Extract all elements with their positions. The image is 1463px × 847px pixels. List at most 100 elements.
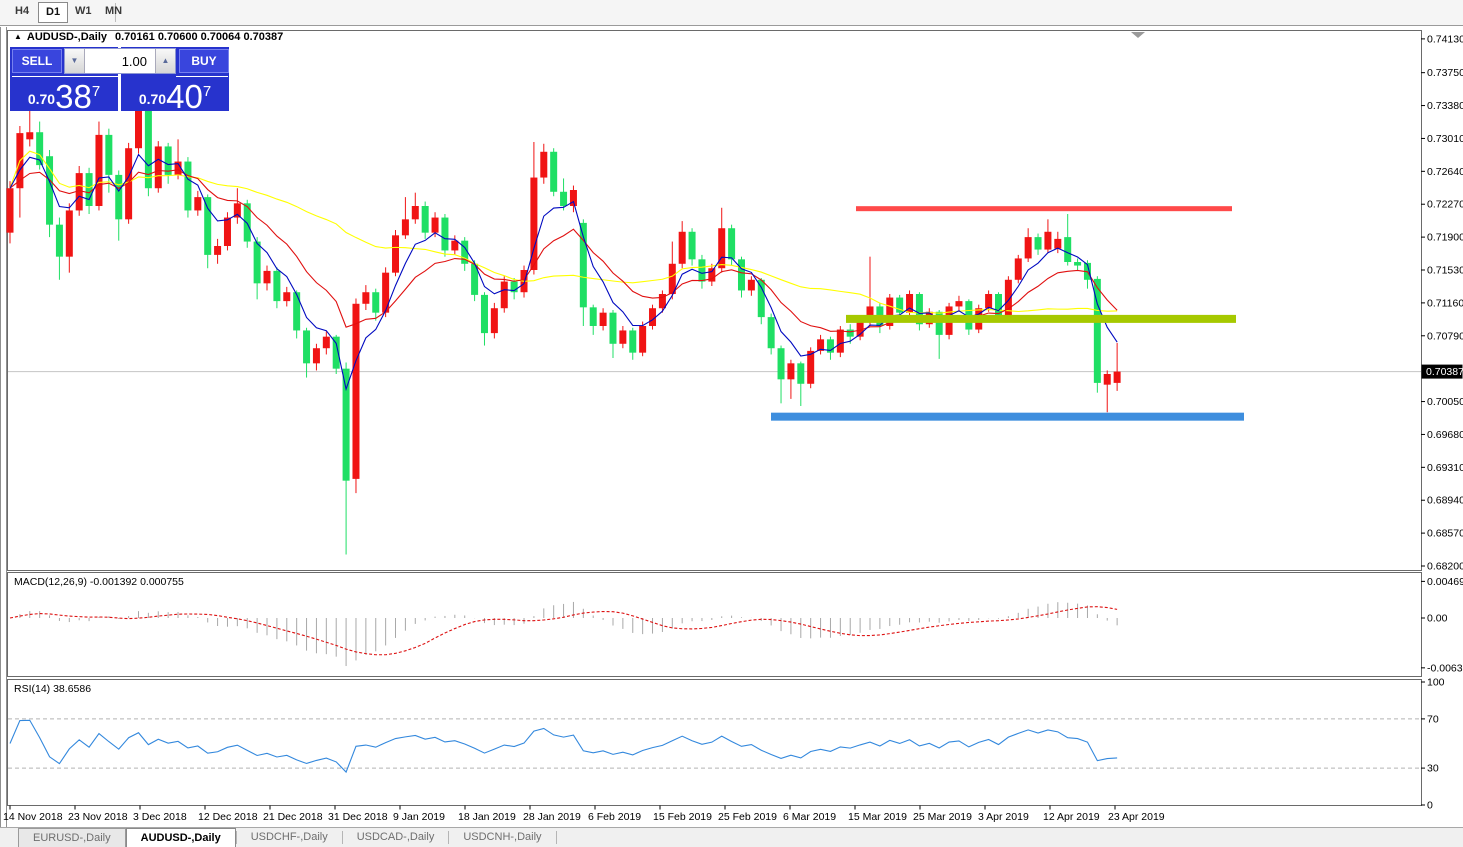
- candle-body[interactable]: [233, 203, 241, 218]
- candle-body[interactable]: [273, 270, 281, 302]
- sell-button[interactable]: SELL: [12, 49, 62, 73]
- candle-body[interactable]: [65, 210, 73, 257]
- candle-body[interactable]: [1113, 371, 1121, 383]
- chart-shift-marker-icon[interactable]: [1131, 32, 1145, 38]
- candle-body[interactable]: [312, 348, 320, 364]
- candle-body[interactable]: [639, 326, 647, 353]
- candle-body[interactable]: [95, 134, 103, 206]
- candle-body[interactable]: [283, 292, 291, 302]
- candle-body[interactable]: [995, 294, 1002, 318]
- timeframe-button-mn[interactable]: MN: [105, 5, 123, 17]
- candle-body[interactable]: [1064, 237, 1072, 262]
- candle-body[interactable]: [1074, 262, 1082, 266]
- candle-body[interactable]: [777, 348, 785, 380]
- candle-body[interactable]: [619, 330, 627, 344]
- candle-body[interactable]: [728, 228, 736, 260]
- candle-body[interactable]: [105, 134, 113, 175]
- candle-body[interactable]: [906, 294, 914, 313]
- candle-body[interactable]: [589, 307, 597, 326]
- candle-body[interactable]: [243, 203, 251, 242]
- candle-body[interactable]: [609, 312, 617, 344]
- volume-input[interactable]: 1.00: [85, 49, 155, 73]
- candle-body[interactable]: [579, 222, 587, 308]
- price-chart-canvas[interactable]: 0.74130 0.73750 0.73380 0.73010 0.72640 0.722…: [0, 27, 1463, 828]
- lower-support-line[interactable]: [771, 412, 1244, 421]
- candle-body[interactable]: [263, 270, 271, 284]
- candle-body[interactable]: [915, 294, 923, 325]
- buy-button[interactable]: BUY: [179, 49, 229, 73]
- candle-body[interactable]: [75, 173, 83, 211]
- candle-body[interactable]: [115, 174, 123, 220]
- candle-body[interactable]: [708, 268, 716, 282]
- candle-body[interactable]: [490, 308, 498, 334]
- candle-body[interactable]: [629, 330, 637, 353]
- candle-body[interactable]: [678, 231, 686, 264]
- mid-support-line[interactable]: [846, 314, 1236, 323]
- candle-body[interactable]: [401, 219, 409, 236]
- candle-body[interactable]: [480, 294, 488, 334]
- buy-price[interactable]: 0.70407: [121, 78, 229, 115]
- candle-body[interactable]: [817, 339, 825, 351]
- candle-body[interactable]: [510, 281, 518, 293]
- collapse-triangle-icon[interactable]: ▲: [14, 32, 22, 41]
- candle-body[interactable]: [886, 297, 894, 326]
- symbol-tab-audusd[interactable]: AUDUSD-,Daily: [125, 828, 236, 847]
- candle-body[interactable]: [85, 173, 93, 206]
- candle-body[interactable]: [6, 188, 14, 233]
- candle-body[interactable]: [955, 301, 963, 307]
- candle-body[interactable]: [649, 308, 657, 326]
- symbol-tab-usdcnh[interactable]: USDCNH-,Daily: [463, 831, 542, 843]
- candle-body[interactable]: [1014, 258, 1022, 280]
- candle-body[interactable]: [223, 217, 231, 246]
- candle-body[interactable]: [46, 156, 54, 225]
- rsi-panel[interactable]: [8, 718, 1421, 774]
- volume-decrease-button[interactable]: ▼: [65, 49, 85, 73]
- candle-body[interactable]: [767, 317, 775, 349]
- candle-body[interactable]: [372, 292, 380, 313]
- horizontal-lines[interactable]: [771, 206, 1244, 421]
- candle-body[interactable]: [560, 191, 568, 206]
- candle-body[interactable]: [164, 146, 172, 175]
- volume-increase-button[interactable]: ▲: [155, 49, 175, 73]
- candle-body[interactable]: [1034, 237, 1042, 250]
- candle-body[interactable]: [441, 217, 449, 251]
- candle-body[interactable]: [826, 339, 834, 353]
- candle-body[interactable]: [342, 368, 350, 481]
- candle-body[interactable]: [1093, 278, 1101, 383]
- candle-body[interactable]: [797, 363, 805, 384]
- candle-body[interactable]: [530, 177, 538, 270]
- candle-body[interactable]: [846, 329, 854, 337]
- candle-body[interactable]: [747, 279, 755, 291]
- candle-body[interactable]: [896, 297, 904, 313]
- candle-body[interactable]: [184, 161, 192, 211]
- candle-body[interactable]: [55, 224, 63, 257]
- macd-panel[interactable]: [9, 601, 1118, 667]
- resistance-line[interactable]: [856, 206, 1232, 212]
- candle-body[interactable]: [688, 231, 696, 260]
- candle-body[interactable]: [253, 241, 261, 284]
- candle-body[interactable]: [461, 240, 469, 264]
- candle-body[interactable]: [658, 294, 666, 309]
- candle-body[interactable]: [985, 294, 993, 309]
- candle-body[interactable]: [471, 263, 479, 295]
- candle-body[interactable]: [214, 246, 222, 255]
- candle-body[interactable]: [303, 330, 311, 364]
- candle-body[interactable]: [411, 206, 419, 220]
- candle-body[interactable]: [174, 161, 182, 175]
- candle-body[interactable]: [135, 110, 143, 149]
- candle-body[interactable]: [392, 235, 400, 273]
- candle-body[interactable]: [144, 110, 152, 189]
- candle-body[interactable]: [362, 292, 370, 304]
- candle-body[interactable]: [204, 197, 212, 255]
- candle-body[interactable]: [737, 259, 745, 291]
- candle-body[interactable]: [569, 190, 577, 206]
- symbol-tab-usdchf[interactable]: USDCHF-,Daily: [250, 831, 328, 843]
- candle-body[interactable]: [836, 329, 844, 353]
- candle-body[interactable]: [36, 132, 44, 166]
- date-axis[interactable]: 14 Nov 2018 23 Nov 2018 3 Dec 2018 12 Dec 2…: [3, 805, 1165, 824]
- candle-body[interactable]: [1024, 237, 1032, 259]
- candle-body[interactable]: [866, 306, 874, 321]
- candle-body[interactable]: [154, 146, 162, 189]
- candle-body[interactable]: [125, 148, 133, 220]
- candle-body[interactable]: [787, 363, 795, 380]
